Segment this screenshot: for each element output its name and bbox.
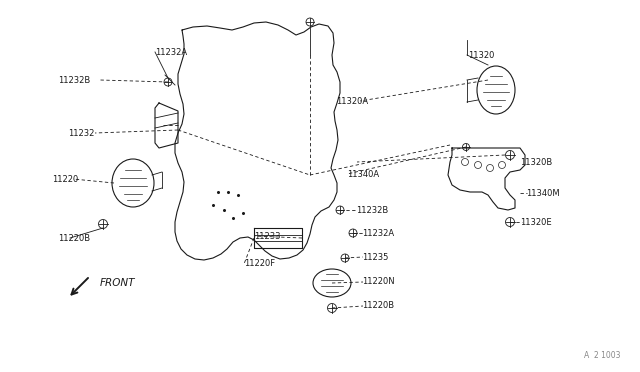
Text: 11220B: 11220B xyxy=(58,234,90,243)
Text: 11320E: 11320E xyxy=(520,218,552,227)
Text: 11220B: 11220B xyxy=(362,301,394,311)
Text: 11232A: 11232A xyxy=(155,48,187,57)
Text: 11232B: 11232B xyxy=(356,205,388,215)
Text: 11220: 11220 xyxy=(52,174,78,183)
Text: 11320: 11320 xyxy=(468,51,494,60)
Text: 11235: 11235 xyxy=(362,253,388,262)
Text: 11220N: 11220N xyxy=(362,278,395,286)
Text: A  2 1003: A 2 1003 xyxy=(584,351,620,360)
Text: 11220F: 11220F xyxy=(244,260,275,269)
Text: 11232B: 11232B xyxy=(58,76,90,84)
Text: 11232: 11232 xyxy=(68,128,94,138)
Text: 11233: 11233 xyxy=(254,231,280,241)
Text: FRONT: FRONT xyxy=(100,278,136,288)
Text: 11340A: 11340A xyxy=(347,170,379,179)
Text: 11232A: 11232A xyxy=(362,228,394,237)
Text: 11320A: 11320A xyxy=(336,96,368,106)
Text: 11320B: 11320B xyxy=(520,157,552,167)
Text: 11340M: 11340M xyxy=(526,189,559,198)
